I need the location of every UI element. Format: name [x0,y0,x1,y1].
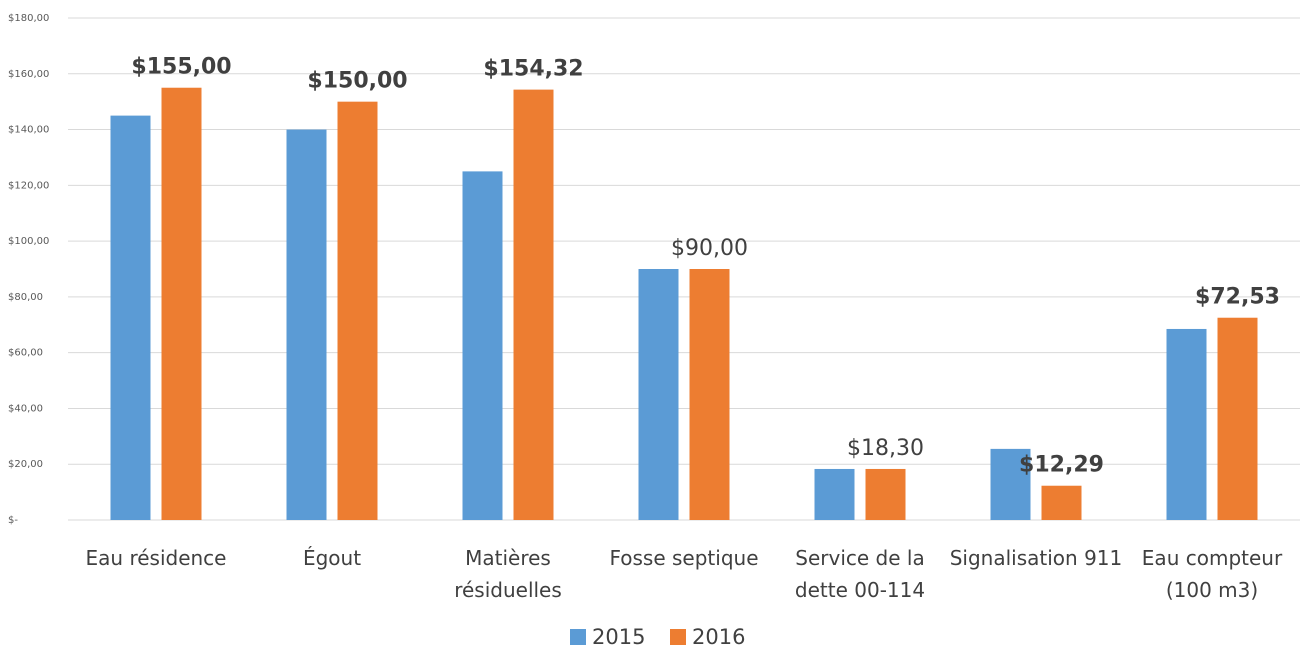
x-tick-label: Eau résidence [85,546,227,570]
bar [1166,328,1207,520]
y-tick-label: $- [8,515,18,526]
bar [513,89,554,521]
legend-swatch [570,629,586,645]
data-label: $12,29 [1019,453,1104,478]
bar [337,101,378,521]
y-tick-label: $60,00 [8,348,43,359]
bar [1217,317,1258,520]
y-tick-label: $100,00 [8,236,49,247]
x-tick-label: Eau compteur (100 m3) [1141,546,1283,602]
bar [110,115,151,520]
data-label: $18,30 [847,436,924,461]
y-tick-label: $180,00 [8,13,49,24]
legend-swatch [670,629,686,645]
bar [638,269,679,520]
bar [814,468,855,520]
bar [286,129,327,521]
y-tick-label: $120,00 [8,180,49,191]
bar [462,171,503,520]
y-tick-label: $140,00 [8,125,49,136]
bar [1041,485,1082,520]
data-label: $154,32 [483,57,583,82]
y-tick-label: $40,00 [8,403,43,414]
x-tick-label: Égout [302,546,362,570]
legend-label: 2016 [692,625,745,649]
bar [161,87,202,520]
x-tick-label: Matières résiduelles [454,546,562,602]
x-tick-label: Fosse septique [609,546,759,570]
bar [689,269,730,520]
y-tick-label: $20,00 [8,459,43,470]
data-label: $150,00 [307,69,407,94]
data-label: $72,53 [1195,285,1280,310]
x-tick-label: Signalisation 911 [949,546,1123,570]
legend-label: 2015 [592,625,645,649]
y-tick-label: $160,00 [8,69,49,80]
data-label: $155,00 [131,55,231,80]
y-tick-label: $80,00 [8,292,43,303]
bar [990,448,1031,520]
data-label: $90,00 [671,236,748,261]
bar [865,468,906,520]
x-tick-label: Service de la dette 00-114 [794,546,926,602]
